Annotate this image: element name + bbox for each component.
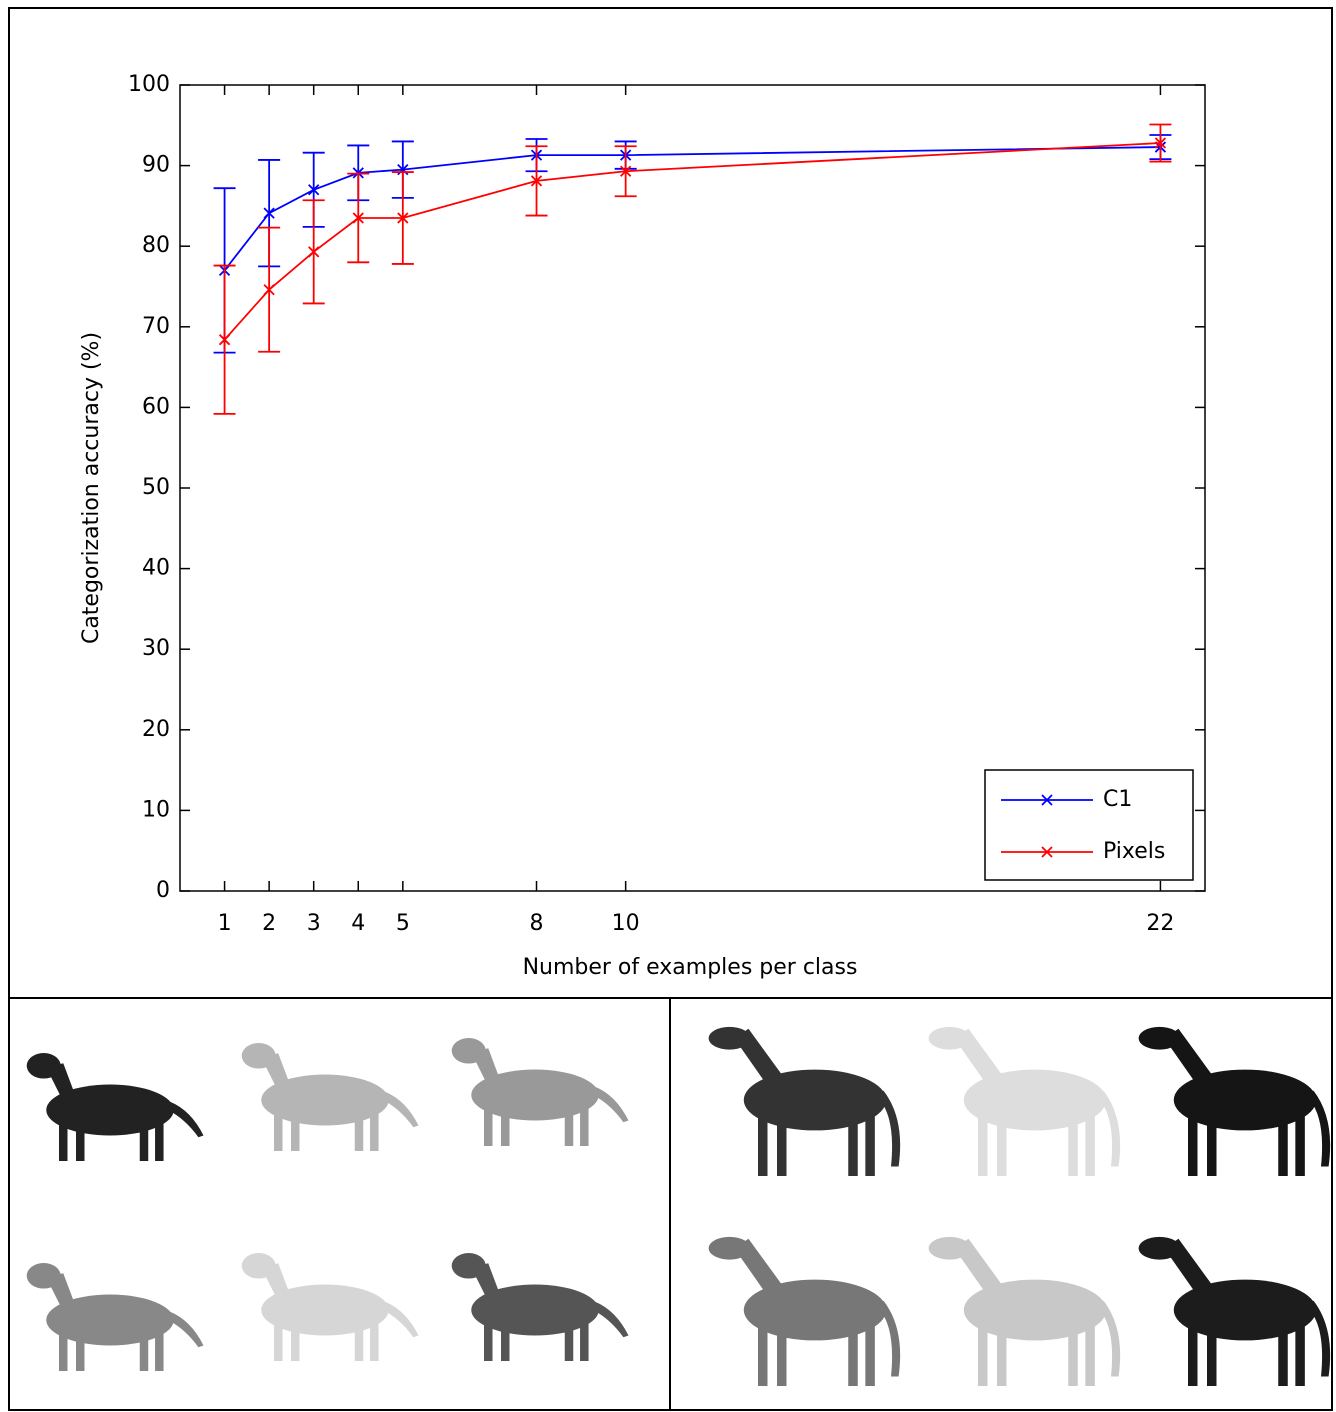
head (452, 1253, 486, 1279)
head (452, 1038, 486, 1064)
y-tick-label: 10 (142, 797, 170, 822)
y-tick-label: 40 (142, 556, 170, 581)
legend-label: Pixels (1103, 839, 1165, 864)
y-tick-label: 100 (128, 72, 170, 97)
y-tick-label: 20 (142, 717, 170, 742)
head (242, 1253, 276, 1279)
x-axis-label: Number of examples per class (523, 955, 858, 980)
y-tick-label: 30 (142, 636, 170, 661)
y-tick-label: 80 (142, 233, 170, 258)
x-tick-label: 3 (307, 911, 321, 936)
x-tick-label: 4 (351, 911, 365, 936)
legend-label: C1 (1103, 787, 1132, 812)
head (709, 1027, 751, 1050)
head (242, 1043, 276, 1069)
head (27, 1263, 61, 1289)
figure: Number of examples per class Categorizat… (0, 0, 1336, 1412)
y-tick-label: 60 (142, 394, 170, 419)
y-tick-label: 90 (142, 153, 170, 178)
head (929, 1237, 971, 1260)
head (709, 1237, 751, 1260)
y-tick-label: 0 (156, 878, 170, 903)
x-tick-label: 8 (530, 911, 544, 936)
x-tick-label: 5 (396, 911, 410, 936)
x-tick-label: 22 (1146, 911, 1174, 936)
x-tick-label: 10 (612, 911, 640, 936)
head (1139, 1237, 1181, 1260)
y-tick-label: 50 (142, 475, 170, 500)
y-tick-label: 70 (142, 314, 170, 339)
head (27, 1053, 61, 1079)
head (1139, 1027, 1181, 1050)
x-tick-label: 2 (262, 911, 276, 936)
x-tick-label: 1 (218, 911, 232, 936)
head (929, 1027, 971, 1050)
y-axis-label: Categorization accuracy (%) (79, 332, 104, 644)
